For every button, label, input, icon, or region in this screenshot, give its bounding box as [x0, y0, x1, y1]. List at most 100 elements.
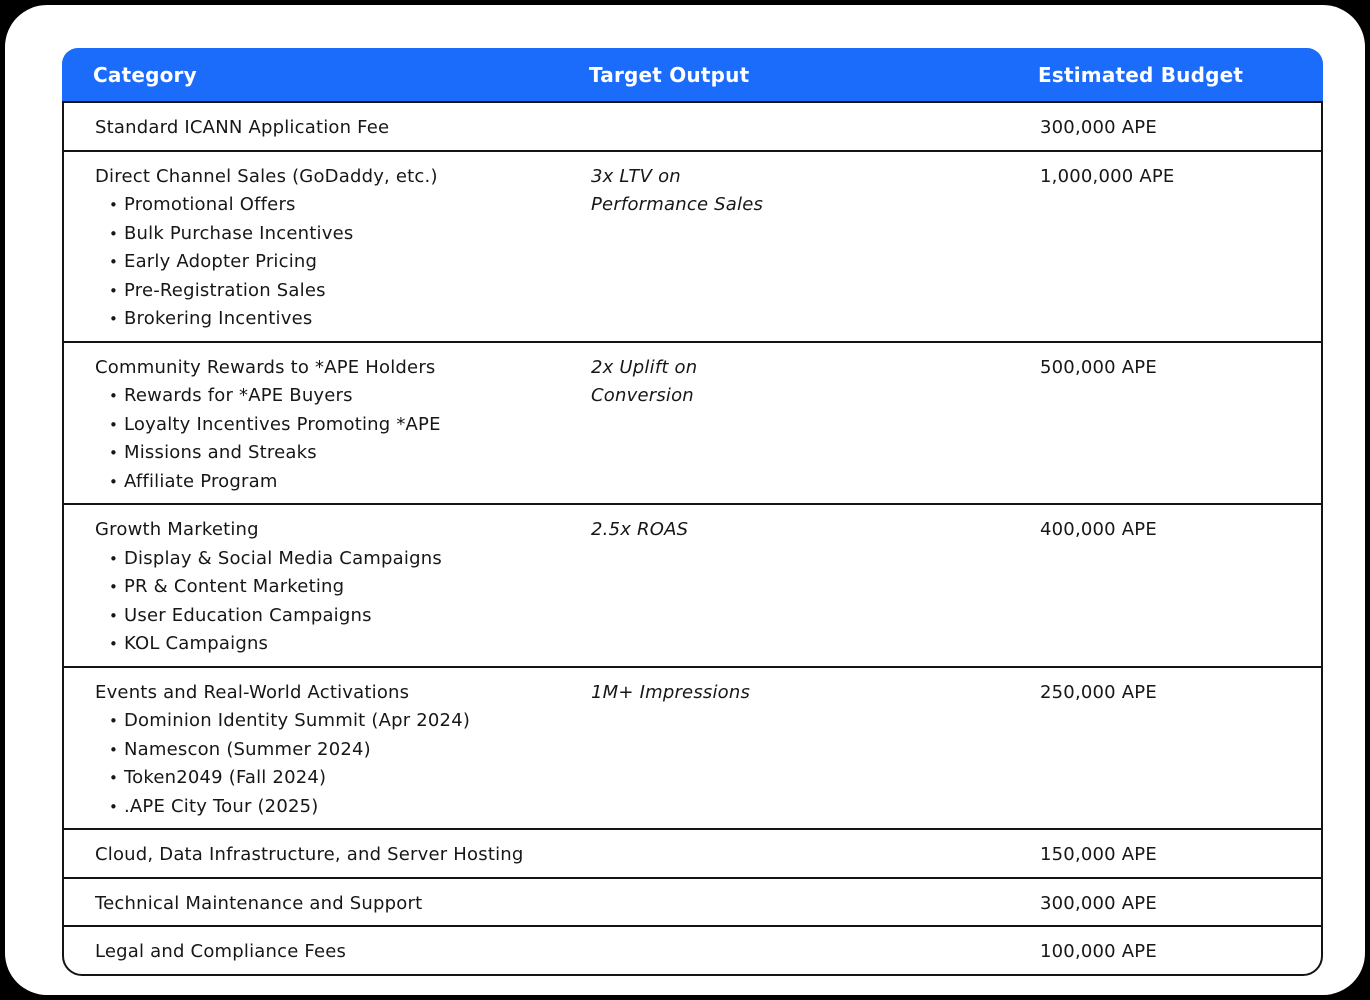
column-header-target-output: Target Output — [589, 62, 750, 87]
bullet-dot: • — [109, 253, 119, 271]
category-cell: Cloud, Data Infrastructure, and Server H… — [64, 841, 591, 870]
bullet-item: • Early Adopter Pricing — [64, 248, 591, 277]
bullet-text: Dominion Identity Summit (Apr 2024) — [124, 710, 471, 731]
bullet-text: Namescon (Summer 2024) — [124, 738, 371, 760]
column-header-category: Category — [93, 62, 197, 87]
bullet-item: • PR & Content Marketing — [64, 573, 591, 602]
bullet-dot: • — [109, 472, 119, 491]
budget-value: 1,000,000 APE — [1040, 165, 1175, 187]
bullet-text: Brokering Incentives — [124, 308, 313, 329]
bullet-item: • User Education Campaigns — [64, 602, 591, 631]
bullet-text: Affiliate Program — [124, 470, 278, 492]
category-cell: Technical Maintenance and Support — [64, 890, 591, 919]
target-output-cell: 3x LTV on Performance Sales — [591, 163, 1040, 334]
bullet-dot: • — [109, 712, 119, 730]
bullet-text: Pre-Registration Sales — [124, 279, 326, 301]
table-row: Legal and Compliance Fees 100,000 APE — [64, 927, 1321, 974]
bullet-item: • Bulk Purchase Incentives — [64, 220, 591, 249]
bullet-item: • Dominion Identity Summit (Apr 2024) — [64, 707, 591, 736]
category-title: Cloud, Data Infrastructure, and Server H… — [95, 844, 524, 865]
table-row: Growth Marketing • Display & Social Media … — [64, 505, 1321, 668]
bullet-text: KOL Campaigns — [124, 633, 269, 654]
bullet-item: • Brokering Incentives — [64, 305, 591, 334]
target-output-cell: 2.5x ROAS — [591, 516, 1040, 659]
bullet-text: Early Adopter Pricing — [124, 251, 318, 272]
bullet-dot: • — [109, 606, 119, 625]
bullet-dot: • — [109, 196, 119, 214]
table-row: Direct Channel Sales (GoDaddy, etc.) • Pro… — [64, 152, 1321, 343]
target-output-line: 3x LTV on — [591, 165, 681, 187]
table-row: Events and Real-World Activations • Domini… — [64, 668, 1321, 830]
category-cell: Legal and Compliance Fees — [64, 938, 591, 967]
category-cell: Events and Real-World Activations • Domini… — [64, 679, 591, 822]
category-cell: Standard ICANN Application Fee — [64, 114, 591, 143]
category-title: Legal and Compliance Fees — [95, 941, 347, 962]
target-output-cell — [591, 890, 1040, 919]
bullet-dot: • — [109, 635, 119, 653]
bullet-item: • Token2049 (Fall 2024) — [64, 764, 591, 793]
budget-value: 100,000 APE — [1040, 941, 1157, 962]
table-body: Standard ICANN Application Fee 300,000 AP… — [62, 101, 1323, 976]
bullet-dot: • — [109, 444, 119, 462]
bullet-item: • Loyalty Incentives Promoting *APE — [64, 411, 591, 440]
target-output-cell — [591, 114, 1040, 143]
bullet-list: • Promotional Offers • Bulk Purchase Incent… — [64, 191, 591, 334]
bullet-text: Bulk Purchase Incentives — [124, 222, 354, 244]
bullet-dot: • — [109, 387, 119, 405]
bullet-text: .APE City Tour (2025) — [124, 795, 319, 817]
bullet-text: Missions and Streaks — [124, 442, 317, 463]
budget-value: 150,000 APE — [1040, 844, 1157, 865]
category-cell: Growth Marketing • Display & Social Media … — [64, 516, 591, 659]
bullet-item: • Rewards for *APE Buyers — [64, 382, 591, 411]
bullet-dot: • — [109, 549, 119, 568]
budget-value: 500,000 APE — [1040, 356, 1157, 378]
target-output-line: Performance Sales — [591, 194, 764, 215]
category-cell: Community Rewards to *APE Holders • Reward… — [64, 354, 591, 497]
bullet-dot: • — [109, 415, 119, 434]
target-output-line: 1M+ Impressions — [591, 681, 751, 703]
column-header-estimated-budget: Estimated Budget — [1038, 62, 1244, 87]
bullet-dot: • — [109, 797, 119, 816]
bullet-item: • Affiliate Program — [64, 468, 591, 497]
bullet-dot: • — [109, 769, 119, 787]
budget-table: Category Target Output Estimated Budget … — [62, 48, 1323, 976]
target-output-line: 2x Uplift on — [591, 356, 698, 378]
bullet-item: • Namescon (Summer 2024) — [64, 736, 591, 765]
bullet-item: • Promotional Offers — [64, 191, 591, 220]
target-output-line: Conversion — [591, 385, 694, 406]
category-cell: Direct Channel Sales (GoDaddy, etc.) • Pro… — [64, 163, 591, 334]
bullet-dot: • — [109, 224, 119, 243]
content-card: Category Target Output Estimated Budget … — [5, 5, 1365, 995]
bullet-text: Display & Social Media Campaigns — [124, 547, 442, 569]
bullet-text: Rewards for *APE Buyers — [124, 385, 353, 406]
bullet-item: • Pre-Registration Sales — [64, 277, 591, 306]
target-output-cell — [591, 938, 1040, 967]
table-row: Standard ICANN Application Fee 300,000 AP… — [64, 103, 1321, 152]
table-row: Cloud, Data Infrastructure, and Server H… — [64, 830, 1321, 879]
category-title: Community Rewards to *APE Holders — [95, 356, 436, 378]
bullet-text: Token2049 (Fall 2024) — [124, 767, 327, 788]
category-title: Growth Marketing — [95, 519, 259, 540]
table-header-row: Category Target Output Estimated Budget — [62, 48, 1323, 101]
bullet-item: • Display & Social Media Campaigns — [64, 545, 591, 574]
bullet-item: • .APE City Tour (2025) — [64, 793, 591, 822]
category-title: Standard ICANN Application Fee — [95, 117, 390, 138]
bullet-dot: • — [109, 740, 119, 759]
target-output-cell — [591, 841, 1040, 870]
table-row: Community Rewards to *APE Holders • Reward… — [64, 343, 1321, 505]
target-output-line: 2.5x ROAS — [591, 519, 689, 540]
category-title: Technical Maintenance and Support — [95, 892, 423, 914]
bullet-text: Loyalty Incentives Promoting *APE — [124, 413, 441, 435]
bullet-dot: • — [109, 578, 119, 596]
budget-value: 300,000 APE — [1040, 892, 1157, 914]
bullet-text: Promotional Offers — [124, 194, 296, 215]
bullet-item: • KOL Campaigns — [64, 630, 591, 659]
bullet-list: • Display & Social Media Campaigns • PR & C… — [64, 545, 591, 659]
table-row: Technical Maintenance and Support 300,000… — [64, 879, 1321, 927]
bullet-list: • Rewards for *APE Buyers • Loyalty Incenti… — [64, 382, 591, 496]
bullet-text: PR & Content Marketing — [124, 576, 345, 597]
bullet-dot: • — [109, 310, 119, 328]
category-title: Events and Real-World Activations — [95, 681, 410, 703]
budget-value: 300,000 APE — [1040, 117, 1157, 138]
bullet-list: • Dominion Identity Summit (Apr 2024) • Nam… — [64, 707, 591, 821]
